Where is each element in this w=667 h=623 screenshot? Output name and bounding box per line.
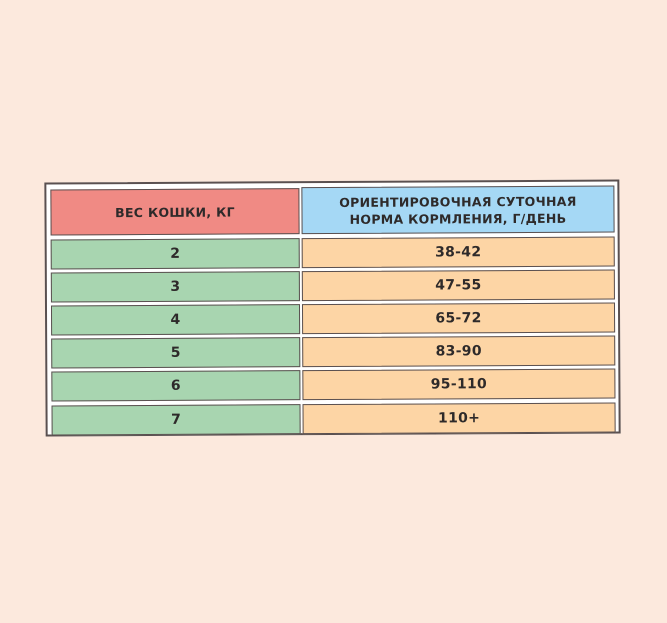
cell-norm: 110+	[302, 402, 616, 435]
cell-norm: 95-110	[302, 368, 616, 401]
cell-norm: 83-90	[302, 335, 616, 368]
cell-norm: 38-42	[301, 236, 615, 269]
cell-weight: 6	[51, 370, 301, 402]
cell-weight: 2	[50, 238, 300, 270]
cell-norm: 65-72	[301, 302, 616, 335]
cell-weight: 7	[51, 404, 301, 436]
cell-weight: 4	[50, 304, 301, 336]
header-daily-norm: ОРИЕНТИРОВОЧНАЯ СУТОЧНАЯ НОРМА КОРМЛЕНИЯ…	[301, 185, 615, 235]
cell-weight: 3	[50, 271, 300, 303]
cell-norm: 47-55	[301, 269, 615, 302]
header-weight: ВЕС КОШКИ, КГ	[50, 188, 300, 236]
feeding-table: ВЕС КОШКИ, КГ ОРИЕНТИРОВОЧНАЯ СУТОЧНАЯ Н…	[44, 179, 621, 437]
cell-weight: 5	[51, 337, 301, 369]
